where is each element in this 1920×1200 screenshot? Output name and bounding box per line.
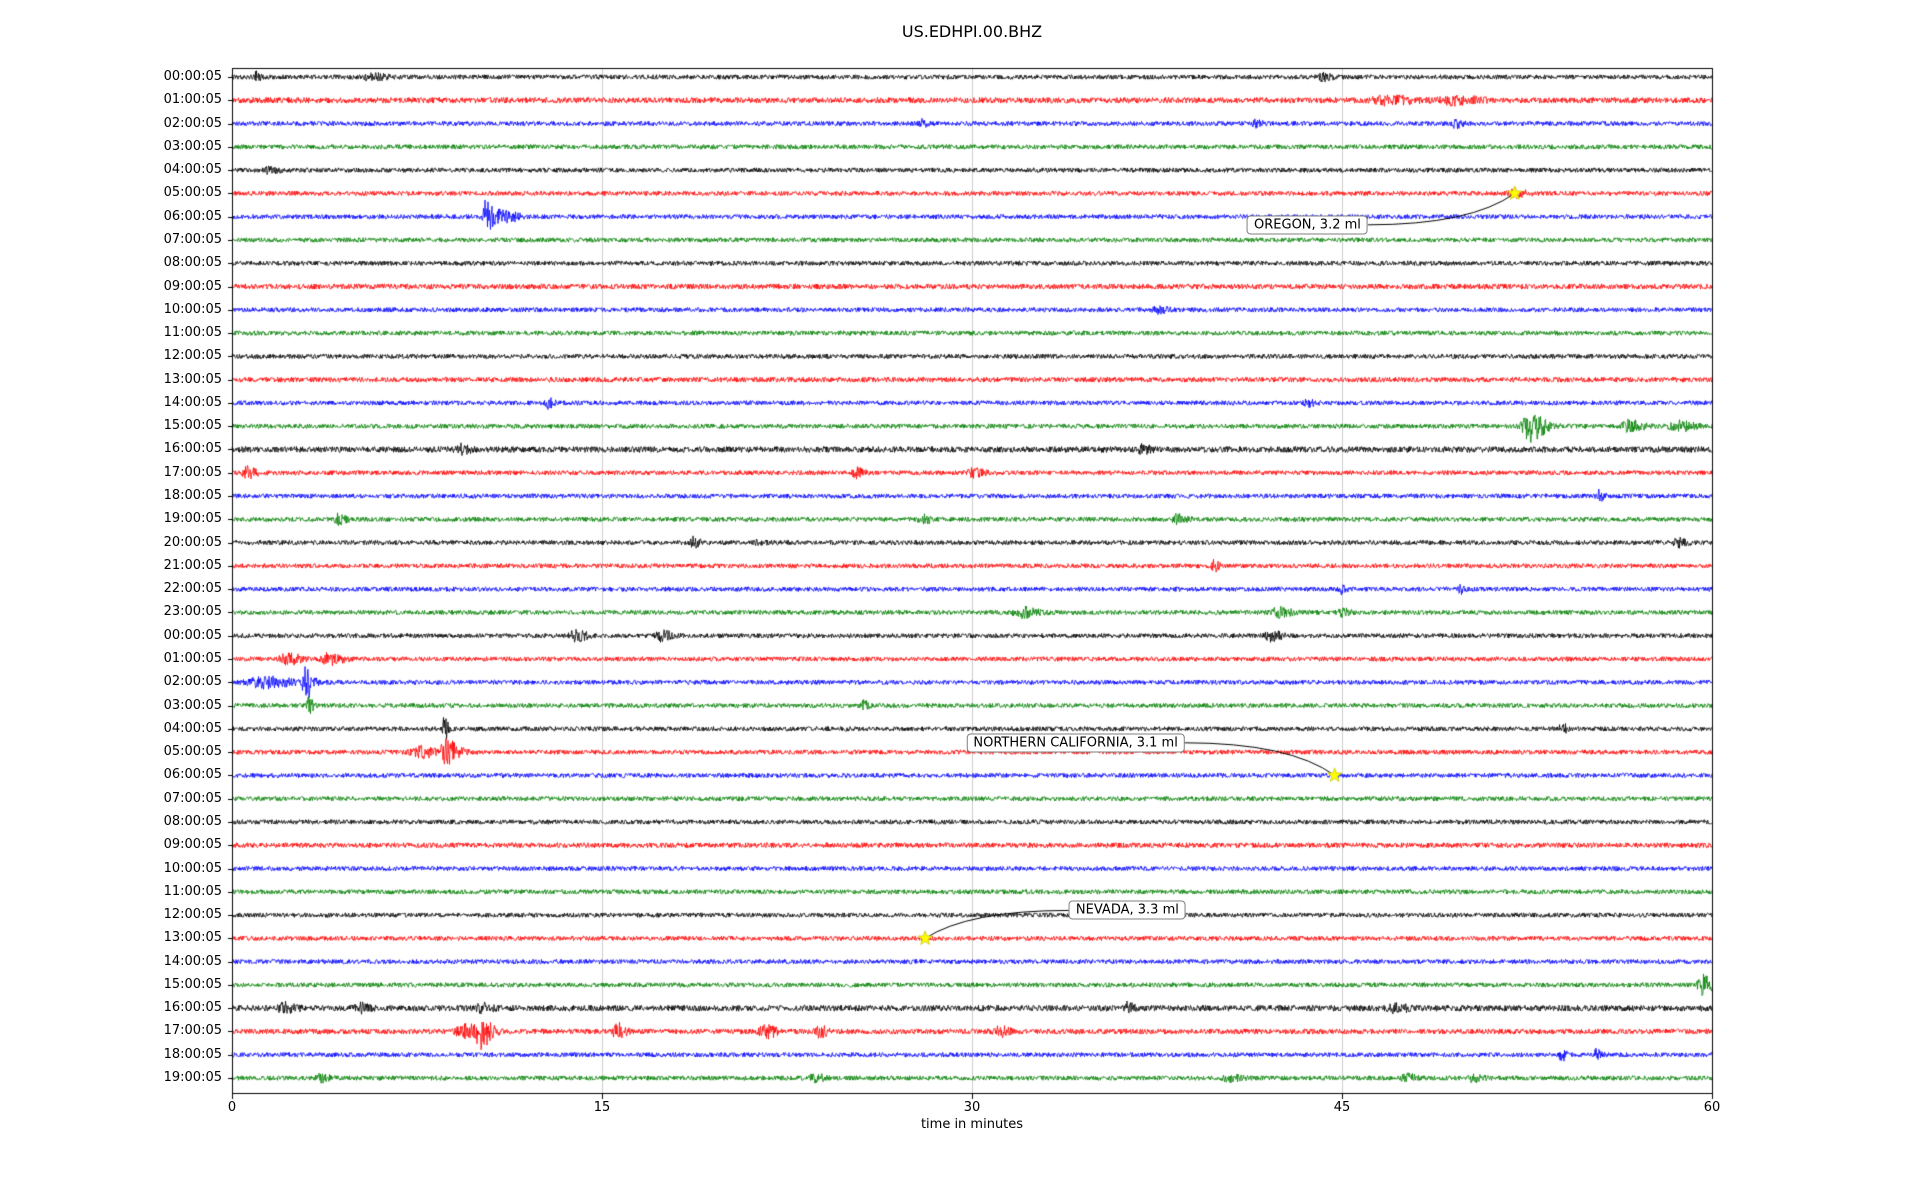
y-tick-label: 10:00:05 xyxy=(163,301,222,317)
y-tick-label: 00:00:05 xyxy=(163,69,222,84)
y-tick-label: 10:00:05 xyxy=(163,860,222,876)
y-tick-label: 15:00:05 xyxy=(163,418,222,434)
y-tick-label: 13:00:05 xyxy=(163,930,222,946)
y-tick-label: 07:00:05 xyxy=(163,790,222,806)
y-tick-label: 09:00:05 xyxy=(163,278,222,294)
y-tick-label: 12:00:05 xyxy=(163,348,222,364)
y-tick-label: 18:00:05 xyxy=(163,488,222,504)
y-tick-label: 05:00:05 xyxy=(163,744,222,760)
y-tick-label: 06:00:05 xyxy=(163,767,222,783)
chart-title: US.EDHPI.00.BHZ xyxy=(901,22,1043,41)
y-tick-label: 18:00:05 xyxy=(163,1046,222,1062)
event-annotation: NORTHERN CALIFORNIA, 3.1 ml xyxy=(966,733,1185,753)
y-tick-label: 02:00:05 xyxy=(163,115,222,131)
y-tick-label: 14:00:05 xyxy=(163,394,222,410)
y-tick-label: 04:00:05 xyxy=(163,720,222,736)
y-tick-label: 16:00:05 xyxy=(163,1000,222,1016)
x-tick-label: 60 xyxy=(1703,1100,1721,1115)
y-tick-label: 15:00:05 xyxy=(163,976,222,992)
y-tick-label: 02:00:05 xyxy=(163,674,222,690)
y-tick-label: 05:00:05 xyxy=(163,185,222,201)
x-tick-label: 30 xyxy=(963,1100,981,1115)
x-tick-label: 15 xyxy=(593,1100,611,1115)
y-tick-label: 04:00:05 xyxy=(163,162,222,178)
y-tick-label: 08:00:05 xyxy=(163,255,222,271)
y-tick-label: 06:00:05 xyxy=(163,208,222,224)
x-axis-label: time in minutes xyxy=(920,1117,1024,1132)
x-tick-label: 45 xyxy=(1333,1100,1351,1115)
y-tick-label: 22:00:05 xyxy=(163,581,222,597)
y-tick-label: 14:00:05 xyxy=(163,953,222,969)
y-tick-label: 03:00:05 xyxy=(163,138,222,154)
y-tick-label: 01:00:05 xyxy=(163,651,222,666)
y-tick-label: 16:00:05 xyxy=(163,441,222,457)
y-tick-label: 20:00:05 xyxy=(163,534,222,550)
y-tick-label: 09:00:05 xyxy=(163,837,222,853)
y-tick-label: 11:00:05 xyxy=(163,325,222,341)
y-tick-label: 07:00:05 xyxy=(163,231,222,247)
y-tick-label: 11:00:05 xyxy=(163,883,222,899)
event-annotation: OREGON, 3.2 ml xyxy=(1247,215,1368,235)
y-tick-label: 01:00:05 xyxy=(163,92,222,108)
y-tick-label: 17:00:05 xyxy=(163,1023,222,1039)
y-tick-label: 23:00:05 xyxy=(163,604,222,620)
y-tick-label: 08:00:05 xyxy=(163,813,222,829)
x-tick-label: 0 xyxy=(227,1100,237,1115)
y-tick-label: 19:00:05 xyxy=(163,1070,222,1086)
event-annotation: NEVADA, 3.3 ml xyxy=(1068,900,1186,920)
y-tick-label: 13:00:05 xyxy=(163,371,222,387)
y-tick-label: 17:00:05 xyxy=(163,464,222,480)
y-tick-label: 12:00:05 xyxy=(163,907,222,923)
y-tick-label: 03:00:05 xyxy=(163,697,222,713)
y-tick-label: 00:00:05 xyxy=(163,627,222,643)
y-tick-label: 19:00:05 xyxy=(163,511,222,527)
y-tick-label: 21:00:05 xyxy=(163,557,222,573)
